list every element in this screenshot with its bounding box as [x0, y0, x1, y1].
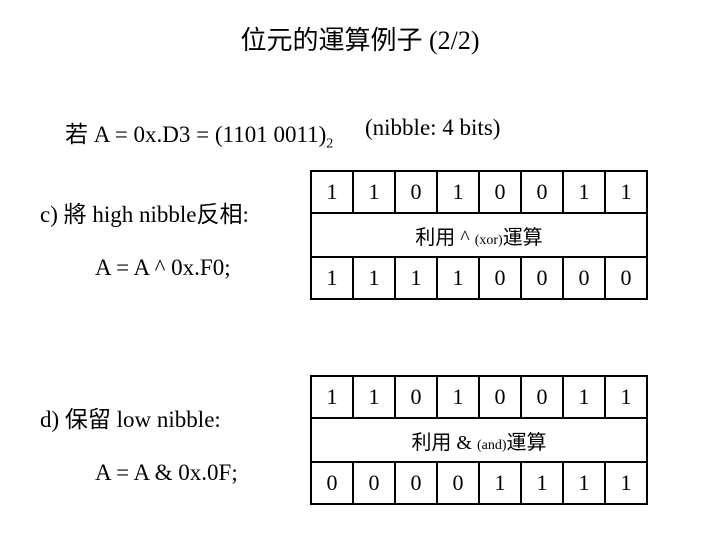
bit-cell: 0: [521, 257, 563, 299]
table-row: 1 1 0 1 0 0 1 1: [311, 376, 647, 418]
bit-cell: 1: [311, 171, 353, 213]
op-prefix: 利用 ^: [415, 227, 474, 249]
bit-cell: 1: [521, 462, 563, 504]
bit-cell: 1: [563, 376, 605, 418]
bit-cell: 1: [311, 376, 353, 418]
table-row: 0 0 0 0 1 1 1 1: [311, 462, 647, 504]
bit-cell: 1: [437, 257, 479, 299]
premise-text: 若 A = 0x.D3 = (1101 0011): [65, 122, 326, 147]
bit-cell: 1: [605, 171, 647, 213]
bit-cell: 0: [563, 257, 605, 299]
table-row: 利用 ^ (xor)運算: [311, 213, 647, 257]
bit-cell: 1: [437, 376, 479, 418]
bit-table-c: 1 1 0 1 0 0 1 1 利用 ^ (xor)運算 1 1 1 1 0 0…: [310, 170, 648, 300]
bit-cell: 0: [479, 171, 521, 213]
op-cell: 利用 ^ (xor)運算: [311, 213, 647, 257]
bit-cell: 1: [353, 376, 395, 418]
bit-cell: 0: [479, 257, 521, 299]
op-suffix: 運算: [507, 432, 547, 454]
bit-cell: 1: [605, 462, 647, 504]
premise-subscript: 2: [326, 137, 333, 152]
section-d-label: d) 保留 low nibble:: [40, 400, 221, 434]
section-c-expression: A = A ^ 0x.F0;: [95, 255, 231, 281]
bit-cell: 1: [563, 171, 605, 213]
bit-cell: 1: [605, 376, 647, 418]
bit-cell: 1: [563, 462, 605, 504]
bit-cell: 0: [521, 376, 563, 418]
op-prefix: 利用 &: [411, 432, 477, 454]
bit-cell: 0: [395, 462, 437, 504]
bit-table-d: 1 1 0 1 0 0 1 1 利用 & (and)運算 0 0 0 0 1 1…: [310, 375, 648, 505]
section-d-expression: A = A & 0x.0F;: [95, 460, 238, 486]
bit-cell: 1: [437, 171, 479, 213]
bit-cell: 1: [353, 171, 395, 213]
op-small: (xor): [475, 233, 503, 248]
op-cell: 利用 & (and)運算: [311, 418, 647, 462]
table-row: 利用 & (and)運算: [311, 418, 647, 462]
bit-cell: 0: [353, 462, 395, 504]
op-suffix: 運算: [503, 227, 543, 249]
bit-cell: 0: [395, 376, 437, 418]
table-row: 1 1 1 1 0 0 0 0: [311, 257, 647, 299]
nibble-note: (nibble: 4 bits): [365, 115, 500, 141]
bit-cell: 1: [311, 257, 353, 299]
bit-cell: 0: [521, 171, 563, 213]
page-title: 位元的運算例子 (2/2): [0, 20, 720, 57]
bit-cell: 0: [605, 257, 647, 299]
table-row: 1 1 0 1 0 0 1 1: [311, 171, 647, 213]
bit-cell: 0: [311, 462, 353, 504]
bit-cell: 1: [353, 257, 395, 299]
bit-cell: 0: [437, 462, 479, 504]
op-small: (and): [477, 438, 507, 453]
bit-cell: 0: [395, 171, 437, 213]
premise-line: 若 A = 0x.D3 = (1101 0011)2: [65, 115, 333, 153]
bit-cell: 1: [479, 462, 521, 504]
section-c-label: c) 將 high nibble反相:: [40, 195, 249, 229]
bit-cell: 0: [479, 376, 521, 418]
bit-cell: 1: [395, 257, 437, 299]
